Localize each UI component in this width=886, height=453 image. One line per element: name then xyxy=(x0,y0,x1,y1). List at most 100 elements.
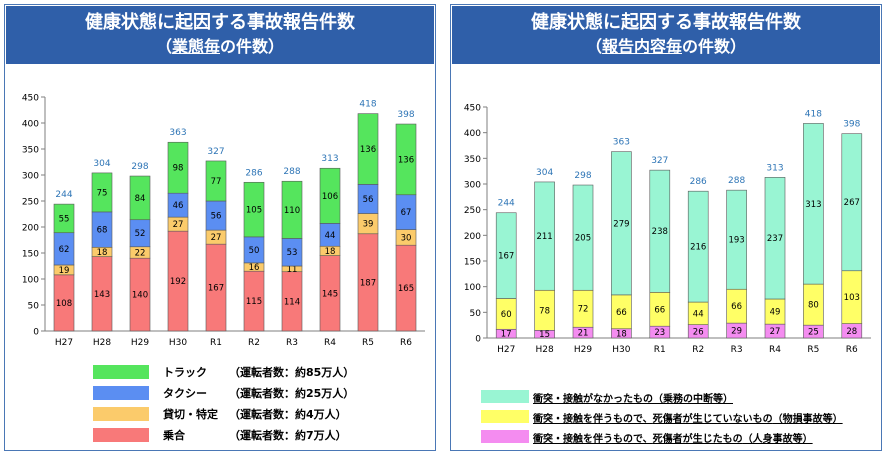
right-title: 健康状態に起因する事故報告件数 xyxy=(531,12,801,33)
legend-note-bus: （運転者数：約7万人） xyxy=(229,429,347,442)
segment-value-label: 140 xyxy=(132,291,148,301)
x-tick-label: H27 xyxy=(55,338,73,348)
legend-swatch-no-collision xyxy=(481,390,529,403)
legend-swatch-injury xyxy=(481,430,529,443)
x-tick-label: R6 xyxy=(400,338,412,348)
x-tick-label: H27 xyxy=(497,345,515,355)
segment-value-label: 28 xyxy=(846,327,857,337)
left-subtitle-suffix: の件数） xyxy=(220,37,285,56)
segment-value-label: 27 xyxy=(173,220,184,230)
bar-segment xyxy=(803,123,824,285)
right-subtitle-prefix: （ xyxy=(585,37,602,56)
bar-total-label: 363 xyxy=(613,138,630,148)
x-tick-label: H30 xyxy=(169,338,187,348)
bar-segment xyxy=(319,167,341,224)
segment-value-label: 187 xyxy=(360,278,376,288)
segment-value-label: 44 xyxy=(693,309,704,319)
panel-by-business-type: 健康状態に起因する事故報告件数 （業態毎の件数） 0 50 100 150 200 250… xyxy=(4,4,436,451)
bar-total-label: 244 xyxy=(498,199,515,209)
legend-label-taxi: タクシー xyxy=(163,387,207,400)
legend-swatch-truck xyxy=(93,365,149,379)
legend-injury-paren: （人身事故等） xyxy=(742,434,813,445)
segment-value-label: 66 xyxy=(654,305,665,315)
bar-total-label: 418 xyxy=(359,100,376,110)
segment-value-label: 103 xyxy=(844,293,860,303)
legend-label-property-damage: 衝突・接触を伴うもので、死傷者が生じていないもの（物損事故等） xyxy=(533,410,843,425)
bar-segment xyxy=(495,212,517,299)
bar-total-label: 398 xyxy=(397,110,414,120)
segment-value-label: 50 xyxy=(249,246,260,256)
segment-value-label: 114 xyxy=(284,297,300,307)
bar-total-label: 327 xyxy=(651,156,668,166)
bar-total-label: 286 xyxy=(245,168,262,178)
bar-segment xyxy=(687,190,709,303)
bar-segment xyxy=(205,160,227,202)
y-tick-label: 200 xyxy=(22,224,39,234)
segment-value-label: 25 xyxy=(808,328,819,338)
bar-total-label: 313 xyxy=(766,163,783,173)
x-tick-label: H29 xyxy=(574,345,592,355)
bar-segment xyxy=(243,181,265,238)
legend-property-damage-part2: 死傷者が生じていないもの xyxy=(652,414,773,425)
segment-value-label: 75 xyxy=(97,188,108,198)
legend-label-no-collision: 衝突・接触がなかったもの（乗務の中断等） xyxy=(533,390,733,405)
bar-total-label: 304 xyxy=(536,168,553,178)
legend-label-truck: トラック xyxy=(163,366,207,379)
left-title: 健康状態に起因する事故報告件数 xyxy=(85,12,355,33)
x-tick-label: R2 xyxy=(248,338,260,348)
bar-total-label: 363 xyxy=(169,128,186,138)
legend-swatch-property-damage xyxy=(481,410,529,423)
segment-value-label: 27 xyxy=(770,327,781,337)
legend-injury-part1: 衝突・接触を伴うもので、 xyxy=(533,434,653,445)
left-subtitle-emphasis: 業態毎 xyxy=(171,37,220,56)
y-tick-label: 250 xyxy=(22,198,39,208)
x-tick-label: R1 xyxy=(654,345,666,355)
segment-value-label: 77 xyxy=(211,177,222,187)
bar-segment xyxy=(129,175,151,221)
segment-value-label: 16 xyxy=(249,263,260,273)
segment-value-label: 60 xyxy=(501,310,512,320)
legend-swatch-charter xyxy=(93,407,149,421)
bar-total-label: 288 xyxy=(283,167,300,177)
legend-label-charter: 貸切・特定 xyxy=(163,408,218,421)
legend-property-damage-part1: 衝突・接触を伴うもので、 xyxy=(533,414,653,425)
bar-segment xyxy=(91,172,113,213)
bar-segment xyxy=(649,169,671,293)
legend-note-charter: （運転者数：約4万人） xyxy=(229,408,347,421)
segment-value-label: 106 xyxy=(322,192,338,202)
segment-value-label: 18 xyxy=(616,329,627,339)
segment-value-label: 30 xyxy=(401,233,412,243)
segment-value-label: 55 xyxy=(59,214,70,224)
segment-value-label: 27 xyxy=(211,233,222,243)
bar-segment xyxy=(841,133,863,272)
right-subtitle: （報告内容毎の件数） xyxy=(452,36,880,58)
bar-segment xyxy=(395,123,417,196)
x-tick-label: R5 xyxy=(362,338,374,348)
bar-total-label: 418 xyxy=(805,109,822,119)
bar-total-label: 298 xyxy=(574,171,591,181)
bar-segment xyxy=(611,151,632,296)
legend-injury-part2: 死傷者が生じたもの xyxy=(652,434,743,445)
bar-segment xyxy=(764,177,786,300)
segment-value-label: 115 xyxy=(246,297,262,307)
segment-value-label: 23 xyxy=(654,328,665,338)
bar-total-label: 288 xyxy=(728,176,745,186)
segment-value-label: 78 xyxy=(539,306,550,316)
y-tick-label: 300 xyxy=(464,181,481,191)
x-tick-label: R4 xyxy=(769,345,781,355)
legend-no-collision-main: 衝突・接触がなかったもの xyxy=(533,394,653,405)
right-stacked-bar-chart: 0 50 100 150 200 250 300 350 400 450 17 60 167 244 H27… xyxy=(464,104,871,355)
right-subtitle-emphasis: 報告内容毎 xyxy=(601,37,682,56)
segment-value-label: 18 xyxy=(325,247,336,257)
segment-value-label: 39 xyxy=(363,220,374,230)
x-tick-label: R5 xyxy=(807,345,819,355)
y-tick-label: 0 xyxy=(33,328,39,338)
bar-total-label: 398 xyxy=(843,120,860,130)
segment-value-label: 237 xyxy=(767,234,783,244)
segment-value-label: 29 xyxy=(731,327,742,337)
segment-value-label: 62 xyxy=(59,245,70,255)
legend-property-damage-paren: （物損事故等） xyxy=(772,414,843,425)
segment-value-label: 46 xyxy=(173,201,184,211)
y-tick-label: 350 xyxy=(464,155,481,165)
y-tick-label: 300 xyxy=(22,172,39,182)
